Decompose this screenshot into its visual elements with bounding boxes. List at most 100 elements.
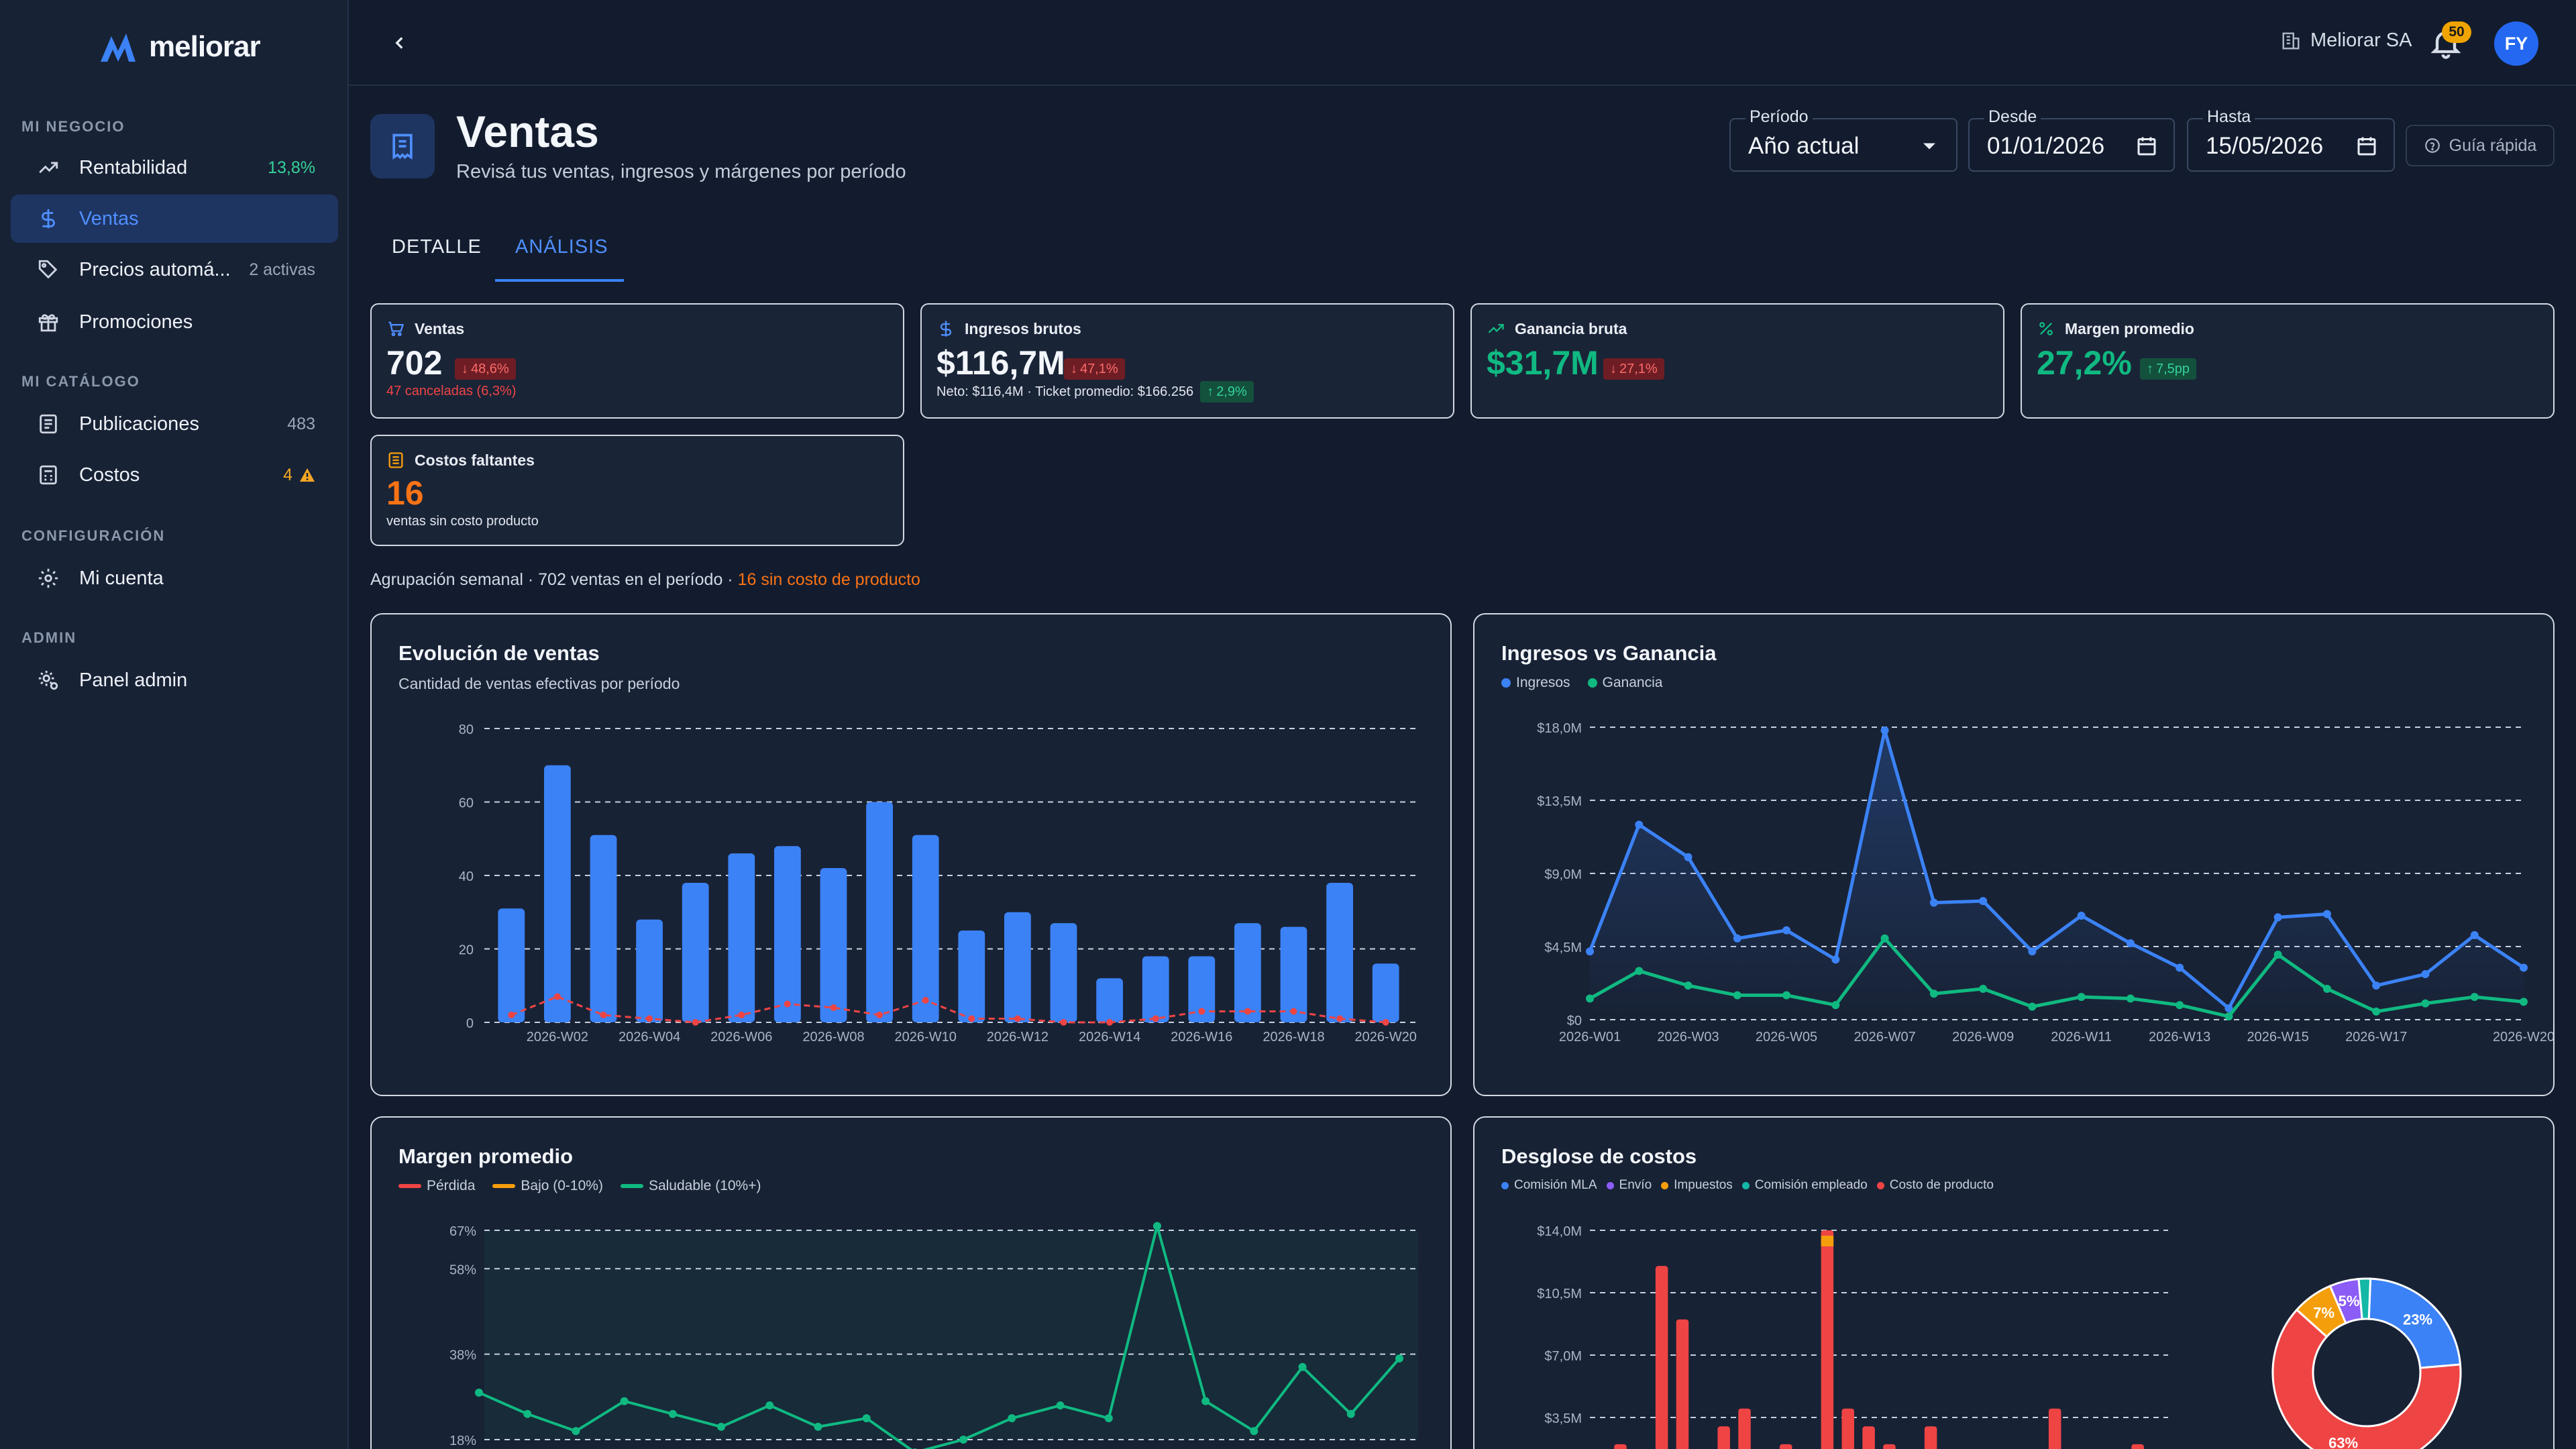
chart-subtitle: Cantidad de ventas efectivas por período	[398, 675, 680, 692]
kpi-ventas-card: Ventas 702 ↓ 48,6% 47 canceladas (6,3%)	[370, 303, 904, 419]
y-tick-label: 38%	[449, 1348, 476, 1363]
data-point	[1104, 1414, 1113, 1423]
bar	[1234, 923, 1261, 1022]
org-selector[interactable]: Meliorar SA	[2281, 30, 2412, 52]
sidebar-item-mi-cuenta[interactable]: Mi cuenta	[11, 554, 338, 602]
x-tick-label: 2026-W08	[802, 1030, 864, 1044]
to-value: 15/05/2026	[2206, 133, 2324, 159]
x-tick-label: 2026-W02	[527, 1030, 588, 1044]
receipt-icon	[370, 114, 435, 178]
ticket-delta-chip: ↑ 2,9%	[1200, 381, 1254, 402]
sidebar-item-promociones[interactable]: Promociones	[11, 298, 338, 346]
cancel-point	[922, 997, 929, 1004]
data-point	[1346, 1409, 1355, 1418]
trend-icon	[1488, 324, 1504, 333]
document-icon	[36, 412, 60, 436]
sidebar-item-label: Mi cuenta	[79, 567, 164, 589]
precios-badge: 2 activas	[249, 260, 315, 279]
donut-slice	[2271, 1308, 2462, 1449]
avatar[interactable]: FY	[2494, 21, 2538, 66]
from-value: 01/01/2026	[1987, 133, 2105, 159]
data-point	[2421, 999, 2430, 1008]
calendar-icon[interactable]	[2355, 134, 2379, 158]
bar	[866, 802, 893, 1022]
kpi-ingresos-card: Ingresos brutos $116,7M ↓ 47,1% Neto: $11…	[920, 303, 1454, 419]
bar	[1280, 926, 1307, 1022]
y-tick-label: $3,5M	[1544, 1411, 1582, 1426]
page-subtitle: Revisá tus ventas, ingresos y márgenes p…	[456, 161, 906, 182]
kpi-sub: ventas sin costo producto	[386, 514, 539, 529]
building-icon	[2282, 32, 2300, 49]
date-to-field[interactable]: Hasta 15/05/2026	[2187, 107, 2395, 172]
data-point	[1929, 898, 1938, 907]
period-select[interactable]: Período Año actual	[1729, 107, 1957, 172]
x-tick-label: 2026-W11	[2051, 1030, 2112, 1044]
chevron-left-icon	[395, 37, 403, 49]
donut-slice	[2357, 1277, 2372, 1320]
summary-text: Agrupación semanal · 702 ventas en el pe…	[370, 570, 738, 589]
x-tick-label: 2026-W12	[987, 1030, 1049, 1044]
summary-warning: 16 sin costo de producto	[737, 570, 920, 589]
sidebar-item-publicaciones[interactable]: Publicaciones 483	[11, 400, 338, 448]
legend-item: Comisión MLA	[1514, 1178, 1597, 1192]
dollar-icon	[940, 321, 952, 337]
y-tick-label: 80	[459, 722, 474, 737]
data-point	[2273, 913, 2282, 922]
sidebar-item-ventas[interactable]: Ventas	[11, 195, 338, 243]
sidebar-item-panel-admin[interactable]: Panel admin	[11, 656, 338, 704]
cost-bar	[1821, 1230, 1834, 1449]
data-point	[2224, 1004, 2233, 1013]
kpi-margen-card: Margen promedio 27,2% ↑ 7,5pp	[2021, 303, 2555, 419]
tab-analisis[interactable]: ANÁLISIS	[515, 236, 608, 258]
app-logo[interactable]: meliorar	[99, 30, 261, 64]
data-point	[2470, 993, 2479, 1002]
data-point	[2520, 963, 2528, 972]
cancel-point	[646, 1015, 653, 1022]
x-tick-label: 2026-W07	[1854, 1030, 1915, 1044]
data-point	[1831, 955, 1840, 964]
y-tick-label: 67%	[449, 1224, 476, 1239]
x-tick-label: 2026-W01	[1559, 1030, 1621, 1044]
calendar-icon[interactable]	[2135, 134, 2159, 158]
sidebar-item-costos[interactable]: Costos 4	[11, 451, 338, 499]
kpi-label: Costos faltantes	[415, 451, 535, 469]
cancel-point	[1244, 1008, 1251, 1015]
sidebar-item-label: Panel admin	[79, 669, 188, 691]
cost-bar	[1717, 1426, 1730, 1449]
tag-icon	[36, 258, 60, 282]
ingresos-line-chart: $0 $4,5M $9,0M $13,5M $18,0M 2026-W01 2026-W03…	[1537, 721, 2553, 1044]
to-label: Hasta	[2203, 107, 2255, 127]
back-button[interactable]	[384, 27, 416, 59]
y-tick-label: $7,0M	[1544, 1349, 1582, 1364]
legend-item: Pérdida	[427, 1178, 476, 1193]
cost-bar	[1862, 1426, 1875, 1449]
data-point	[1733, 991, 1741, 1000]
y-tick-label: $4,5M	[1544, 941, 1582, 955]
data-point	[1056, 1401, 1065, 1410]
data-point	[2176, 963, 2184, 972]
gift-icon	[36, 310, 60, 334]
bar	[1004, 912, 1031, 1022]
sidebar-item-label: Precios automá...	[79, 258, 231, 280]
data-point	[523, 1409, 532, 1418]
data-point	[1586, 994, 1594, 1003]
data-point	[765, 1401, 774, 1410]
admin-gear-icon	[36, 668, 60, 692]
legend-item: Bajo (0-10%)	[521, 1178, 603, 1193]
data-point	[1395, 1354, 1403, 1363]
x-tick-label: 2026-W15	[2247, 1030, 2309, 1044]
trend-icon	[36, 156, 60, 180]
legend-item: Ganancia	[1602, 675, 1663, 690]
date-from-field[interactable]: Desde 01/01/2026	[1968, 107, 2175, 172]
guide-button[interactable]: Guía rápida	[2406, 125, 2555, 166]
y-tick-label: 0	[466, 1016, 474, 1031]
x-tick-label: 2026-W20	[1355, 1030, 1417, 1044]
data-point	[814, 1422, 822, 1431]
bar	[774, 846, 801, 1022]
kpi-delta-chip: ↓ 48,6%	[455, 358, 516, 380]
tab-detalle[interactable]: DETALLE	[392, 236, 482, 258]
sidebar-item-rentabilidad[interactable]: Rentabilidad 13,8%	[11, 144, 338, 192]
data-point	[2126, 994, 2135, 1003]
cancel-point	[1014, 1015, 1021, 1022]
sidebar-item-precios[interactable]: Precios automá... 2 activas	[11, 246, 338, 294]
